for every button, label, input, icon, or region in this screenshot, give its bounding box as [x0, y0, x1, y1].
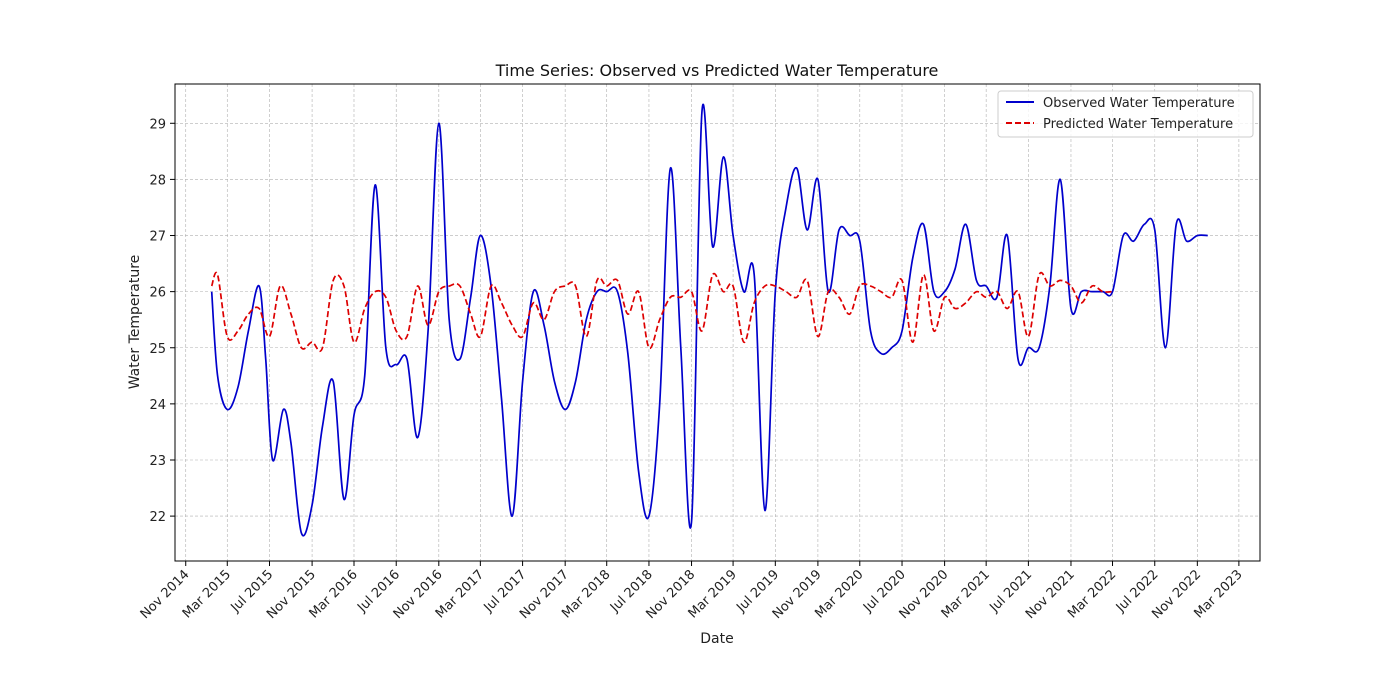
y-tick-label: 24 — [149, 398, 166, 413]
series-line-predicted — [210, 271, 1113, 353]
plot-area-frame — [174, 83, 1261, 562]
grid-lines — [175, 84, 1260, 561]
y-tick-label: 22 — [149, 510, 166, 525]
legend-label-observed: Observed Water Temperature — [1043, 96, 1235, 111]
y-tick-label: 23 — [149, 454, 166, 469]
series-line-observed — [210, 103, 1208, 537]
y-tick-label: 27 — [149, 230, 166, 245]
legend-label-predicted: Predicted Water Temperature — [1043, 117, 1233, 132]
y-tick-label: 26 — [149, 286, 166, 301]
x-axis-label: Date — [700, 631, 733, 647]
y-tick-label: 25 — [149, 342, 166, 357]
y-tick-label: 28 — [149, 173, 166, 188]
y-axis-label: Water Temperature — [127, 255, 143, 390]
legend: Observed Water Temperature Predicted Wat… — [997, 90, 1254, 138]
chart-title: Time Series: Observed vs Predicted Water… — [495, 61, 939, 80]
y-tick-label: 29 — [149, 117, 166, 132]
y-axis-ticks: 22 23 24 25 26 27 28 29 — [149, 117, 175, 525]
series-lines — [210, 103, 1208, 537]
legend-box — [997, 90, 1254, 138]
